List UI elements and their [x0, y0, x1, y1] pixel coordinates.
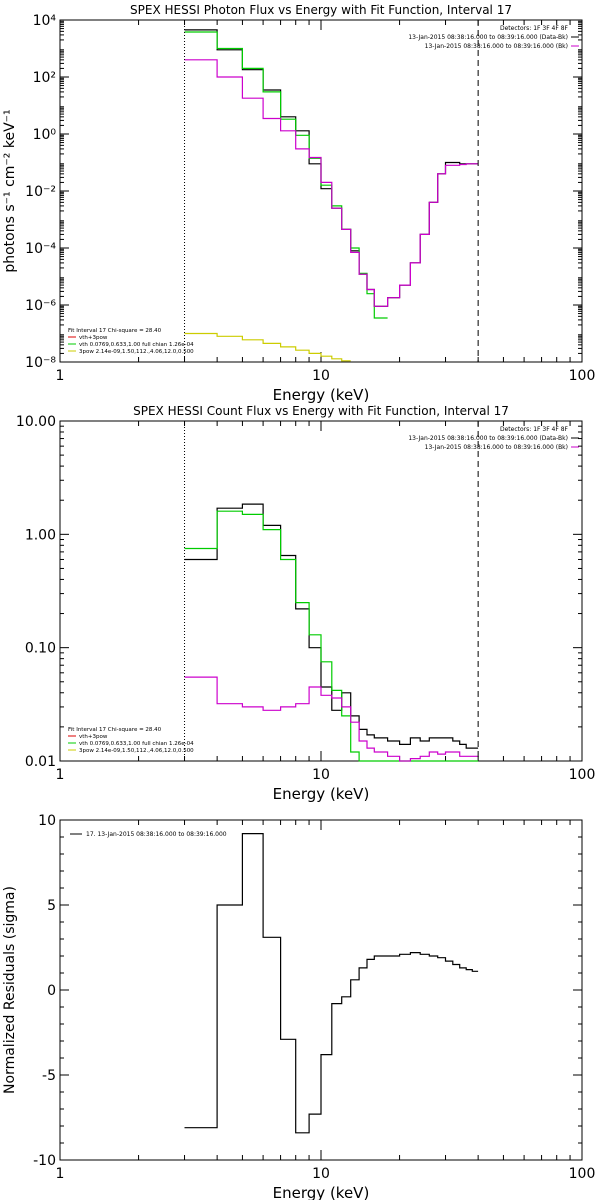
y-axis-label: Normalized Residuals (sigma) — [2, 886, 18, 1094]
x-axis-label: Energy (keV) — [273, 1184, 370, 1200]
x-axis-label: Energy (keV) — [273, 785, 370, 803]
series-line-magenta — [184, 59, 479, 307]
series-line-black — [184, 503, 479, 749]
series-line-magenta — [184, 676, 479, 762]
series-line-black — [184, 833, 479, 1134]
y-tick-label: 10⁻² — [25, 184, 56, 200]
legend-bl-text: vth+3pow — [79, 335, 108, 341]
y-tick-label: 10 — [38, 813, 56, 829]
y-tick-label: 10⁰ — [33, 127, 57, 143]
chart-1-title: SPEX HESSI Photon Flux vs Energy with Fi… — [130, 3, 512, 17]
chart-3: 1 10 100 10 5 0 -5 -10 Energy (keV) Normalized Re… — [2, 813, 595, 1200]
series-line-black — [184, 29, 479, 307]
y-tick-label: 10⁴ — [33, 13, 57, 29]
series-line-yellow — [184, 332, 351, 362]
legend-tr-text: 13-Jan-2015 08:38:16.000 to 08:39:16.000… — [408, 34, 568, 41]
y-tick-label: 0 — [47, 983, 56, 999]
x-tick-label: 10 — [312, 1166, 330, 1182]
x-tick-label: 1 — [56, 1166, 65, 1182]
legend-tl-text: 17. 13-Jan-2015 08:38:16.000 to 08:39:16… — [86, 831, 227, 838]
y-tick-label: 10² — [33, 70, 56, 86]
x-tick-label: 1 — [56, 767, 65, 783]
y-tick-label: -10 — [33, 1153, 56, 1169]
legend-bl-text: vth+3pow — [79, 734, 108, 740]
x-tick-label: 100 — [569, 368, 596, 384]
x-tick-label: 100 — [569, 1166, 596, 1182]
x-axis-label: Energy (keV) — [273, 386, 370, 404]
plot-frame — [59, 19, 583, 363]
y-tick-label: 10⁻⁸ — [25, 355, 56, 371]
series-group — [184, 503, 479, 762]
x-tick-label: 10 — [312, 767, 330, 783]
y-axis-label: photons s⁻¹ cm⁻² keV⁻¹ — [2, 109, 18, 272]
series-line-green — [184, 31, 388, 319]
x-tick-label: 10 — [312, 368, 330, 384]
plot-frame — [59, 420, 583, 762]
legend-tr-text: Detectors: 1F 3F 4F 8F — [500, 426, 569, 433]
y-tick-label: 0.01 — [25, 754, 56, 770]
y-tick-label: 1.00 — [25, 527, 56, 543]
chart-2-title: SPEX HESSI Count Flux vs Energy with Fit… — [133, 404, 509, 418]
y-tick-label: 10⁻⁴ — [25, 241, 56, 257]
chart-2: SPEX HESSI Count Flux vs Energy with Fit… — [16, 404, 595, 803]
y-tick-label: -5 — [42, 1068, 56, 1084]
legend-tr-text: Detectors: 1F 3F 4F 8F — [500, 25, 569, 32]
y-tick-label: 0.10 — [25, 641, 56, 657]
x-tick-label: 1 — [56, 368, 65, 384]
legend-tr-text: 13-Jan-2015 08:38:16.000 to 08:39:16.000… — [408, 435, 568, 442]
y-tick-label: 10.00 — [16, 414, 56, 430]
series-group — [184, 833, 479, 1134]
legend-bl-text: Fit Interval 17 Chi-square = 28.40 — [68, 727, 162, 733]
legend-tr-text: 13-Jan-2015 08:38:16.000 to 08:39:16.000… — [425, 444, 568, 451]
legend-bl-text: vth 0.0769,0.633,1.00 full chian 1.26e-0… — [79, 342, 194, 348]
series-line-green — [184, 510, 479, 762]
legend-bl-text: 3pow 2.14e-09,1.50,112.,4.06,12.0,0.500 — [79, 748, 194, 754]
legend-bl-text: Fit Interval 17 Chi-square = 28.40 — [68, 328, 162, 334]
y-tick-label: 10⁻⁶ — [25, 298, 56, 314]
legend-bl-text: vth 0.0769,0.633,1.00 full chian 1.26e-0… — [79, 741, 194, 747]
legend-tr-text: 13-Jan-2015 08:38:16.000 to 08:39:16.000… — [425, 43, 568, 50]
y-tick-label: 5 — [47, 898, 56, 914]
legend-bl-text: 3pow 2.14e-09,1.50,112.,4.06,12.0,0.500 — [79, 349, 194, 355]
chart-1: SPEX HESSI Photon Flux vs Energy with Fi… — [2, 3, 595, 404]
x-tick-label: 100 — [569, 767, 596, 783]
series-group — [184, 29, 479, 362]
